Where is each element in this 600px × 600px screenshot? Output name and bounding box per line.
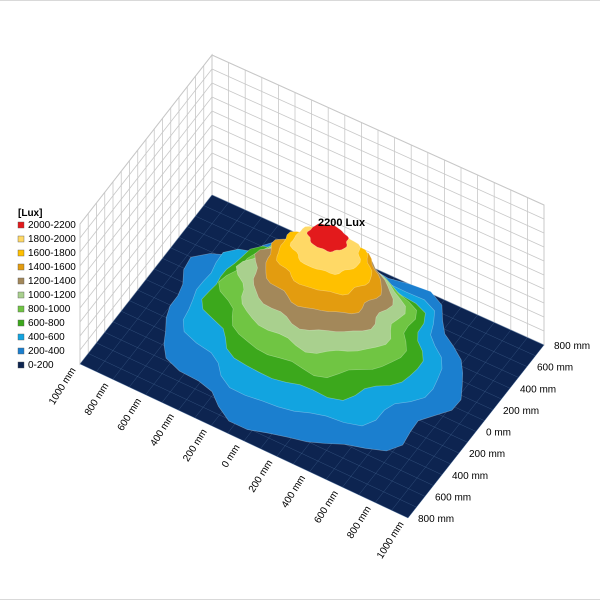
y-tick-label: 600 mm [435, 492, 471, 503]
x-tick-label: 600 mm [312, 489, 340, 525]
y-tick-label: 400 mm [452, 471, 488, 482]
y-tick-label: 800 mm [418, 514, 454, 525]
y-tick-label: 0 mm [486, 428, 511, 439]
x-tick-label: 200 mm [181, 427, 209, 463]
wall-gridline [79, 124, 545, 295]
x-tick-label: 400 mm [148, 412, 176, 448]
peak-label: 2200 Lux [318, 217, 366, 229]
legend-swatch [17, 361, 25, 369]
legend-swatch [17, 249, 25, 257]
surface-band-2000 [306, 223, 350, 253]
y-tick-label: 400 mm [520, 384, 556, 395]
x-tick-label: 800 mm [83, 381, 111, 417]
x-tick-label: 1000 mm [375, 520, 406, 561]
wall-gridline [79, 96, 545, 267]
legend-swatch [17, 291, 25, 299]
y-tick-label: 800 mm [554, 341, 590, 352]
y-axis-ticks: 800 mm 600 mm 400 mm 200 mm 0 mm 200 mm 400 mm… [418, 341, 590, 525]
legend-label: 400-600 [28, 332, 65, 343]
legend-label: 0-200 [28, 360, 54, 371]
wall-gridline [79, 54, 545, 225]
legend-title: [Lux] [18, 208, 42, 219]
y-tick-label: 600 mm [537, 363, 573, 374]
wall-gridline [79, 166, 545, 337]
legend-swatch [17, 305, 25, 313]
illuminance-surface [79, 194, 545, 519]
wall-gridline [79, 82, 545, 253]
y-tick-label: 200 mm [469, 449, 505, 460]
legend-swatch [17, 235, 25, 243]
y-tick-label: 200 mm [503, 406, 539, 417]
legend-label: 1800-2000 [28, 234, 76, 245]
x-tick-label: 600 mm [116, 397, 144, 433]
legend-label: 1000-1200 [28, 290, 76, 301]
x-tick-label: 200 mm [247, 458, 275, 494]
legend-label: 200-400 [28, 346, 65, 357]
legend-swatch [17, 263, 25, 271]
legend-label: 1200-1400 [28, 276, 76, 287]
wall-gridline [79, 138, 545, 309]
x-tick-label: 0 mm [220, 443, 243, 470]
legend-swatch [17, 221, 25, 229]
back-walls-grid [79, 53, 545, 366]
legend-label: 800-1000 [28, 304, 71, 315]
x-tick-label: 1000 mm [47, 366, 78, 407]
x-tick-label: 400 mm [280, 474, 308, 510]
legend-swatch [17, 333, 25, 341]
wall-gridline [79, 68, 545, 239]
wall-gridline [79, 110, 545, 281]
legend-label: 2000-2200 [28, 220, 76, 231]
legend-label: 1600-1800 [28, 248, 76, 259]
x-tick-label: 800 mm [345, 504, 373, 540]
legend-label: 600-800 [28, 318, 65, 329]
wall-gridline [79, 152, 545, 323]
legend-swatch [17, 347, 25, 355]
wall-gridline [79, 180, 545, 351]
legend: [Lux] 2000-2200 1800-2000 1600-1800 1400-16… [17, 208, 76, 371]
legend-swatch [17, 277, 25, 285]
legend-label: 1400-1600 [28, 262, 76, 273]
legend-swatch [17, 319, 25, 327]
